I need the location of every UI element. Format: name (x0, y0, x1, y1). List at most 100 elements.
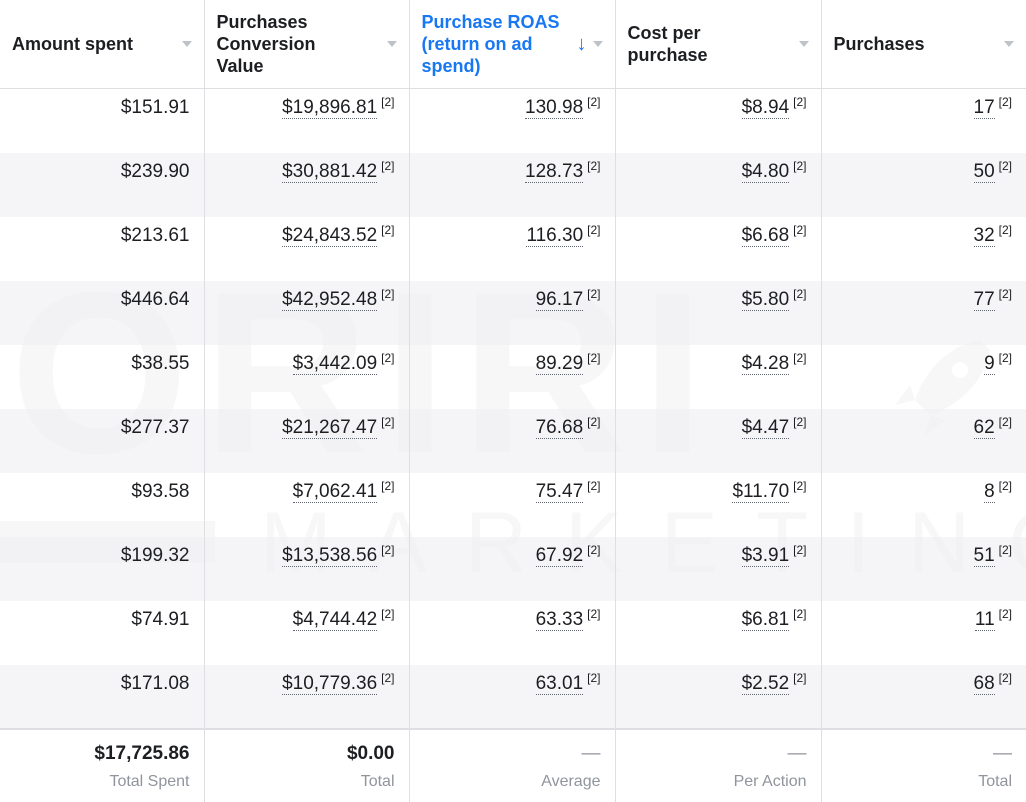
cell-cost-per-purchase-value[interactable]: $5.80 (741, 288, 790, 311)
table-row: $38.55 $3,442.09 [2] 89.29 [2] $4.28 [2] 9 [2] (0, 344, 1026, 409)
attribution-footnote: [2] (587, 606, 601, 621)
cell-roas-value[interactable]: 89.29 (535, 352, 584, 375)
cell-purchases-value[interactable]: 9 (984, 352, 995, 375)
cell-purchases-value[interactable]: 11 (974, 608, 995, 631)
cell-amount-spent-value: $171.08 (120, 672, 190, 694)
table-row: $74.91 $4,744.42 [2] 63.33 [2] $6.81 [2] 11 [2] (0, 600, 1026, 665)
cell-amount-spent: $199.32 (0, 536, 205, 601)
cell-amount-spent: $93.58 (0, 472, 205, 537)
cell-cost-per-purchase-value[interactable]: $6.81 (741, 608, 790, 631)
sort-descending-icon[interactable]: ↓ (576, 33, 587, 55)
column-header-label: Amount spent (12, 34, 133, 54)
cell-amount-spent-value: $239.90 (120, 160, 190, 182)
attribution-footnote: [2] (381, 95, 395, 109)
cell-conversion-value-value[interactable]: $4,744.42 (292, 608, 378, 631)
attribution-footnote: [2] (381, 350, 395, 365)
chevron-down-icon[interactable] (798, 41, 809, 47)
column-header-roas[interactable]: Purchase ROAS (return on ad spend) ↓ (409, 0, 616, 89)
attribution-footnote: [2] (587, 158, 601, 173)
cell-cost-per-purchase-value[interactable]: $2.52 (741, 672, 790, 695)
cell-amount-spent: $213.61 (0, 216, 205, 281)
total-cost-per-purchase: — Per Action (615, 727, 822, 802)
cell-cost-per-purchase-value[interactable]: $4.80 (741, 160, 790, 183)
cell-amount-spent-value: $446.64 (120, 288, 190, 310)
cell-roas-value[interactable]: 76.68 (535, 416, 584, 439)
cell-roas: 89.29 [2] (409, 344, 616, 409)
attribution-footnote: [2] (587, 542, 601, 557)
attribution-footnote: [2] (998, 606, 1012, 621)
cell-purchases: 51 [2] (821, 536, 1026, 601)
total-value: — (993, 742, 1012, 764)
cell-conversion-value: $4,744.42 [2] (204, 600, 410, 665)
cell-conversion-value-value[interactable]: $42,952.48 (282, 288, 378, 311)
cell-purchases: 32 [2] (821, 216, 1026, 281)
chevron-down-icon[interactable] (1004, 41, 1014, 47)
cell-conversion-value-value[interactable]: $13,538.56 (282, 544, 378, 567)
cell-roas-value[interactable]: 96.17 (535, 288, 584, 311)
total-value: $0.00 (346, 742, 395, 764)
cell-amount-spent-value: $38.55 (131, 352, 190, 374)
cell-roas-value[interactable]: 128.73 (525, 160, 584, 183)
table-row: $93.58 $7,062.41 [2] 75.47 [2] $11.70 [2] 8 [2] (0, 472, 1026, 537)
cell-purchases-value[interactable]: 62 (973, 416, 995, 439)
chevron-down-icon[interactable] (386, 41, 397, 47)
cell-purchases-value[interactable]: 50 (973, 160, 995, 183)
cell-roas-value[interactable]: 130.98 (525, 97, 584, 119)
cell-amount-spent: $151.91 (0, 88, 205, 153)
total-label: Average (541, 772, 601, 790)
cell-roas-value[interactable]: 63.01 (535, 672, 584, 695)
attribution-footnote: [2] (381, 670, 395, 685)
cell-roas-value[interactable]: 116.30 (526, 224, 584, 247)
attribution-footnote: [2] (587, 286, 601, 301)
cell-amount-spent: $277.37 (0, 408, 205, 473)
total-value: $17,725.86 (94, 742, 190, 764)
column-header-label: Cost per purchase (627, 23, 708, 65)
cell-cost-per-purchase-value[interactable]: $8.94 (741, 97, 790, 119)
cell-roas-value[interactable]: 67.92 (535, 544, 584, 567)
cell-conversion-value: $21,267.47 [2] (204, 408, 410, 473)
cell-cost-per-purchase-value[interactable]: $4.47 (741, 416, 790, 439)
cell-purchases-value[interactable]: 77 (973, 288, 995, 311)
cell-purchases: 9 [2] (821, 344, 1026, 409)
cell-amount-spent: $74.91 (0, 600, 205, 665)
cell-conversion-value-value[interactable]: $24,843.52 (282, 224, 378, 247)
cell-cost-per-purchase-value[interactable]: $11.70 (732, 480, 790, 503)
column-header-amount-spent[interactable]: Amount spent (0, 0, 205, 89)
cell-conversion-value: $30,881.42 [2] (204, 152, 410, 217)
total-value: — (787, 742, 807, 764)
cell-cost-per-purchase-value[interactable]: $6.68 (741, 224, 790, 247)
cell-conversion-value-value[interactable]: $19,896.81 (282, 97, 378, 119)
column-header-conversion-value[interactable]: Purchases Conversion Value (204, 0, 410, 89)
cell-conversion-value: $7,062.41 [2] (204, 472, 410, 537)
cell-conversion-value: $10,779.36 [2] (204, 664, 410, 729)
cell-cost-per-purchase-value[interactable]: $4.28 (741, 352, 790, 375)
cell-conversion-value-value[interactable]: $21,267.47 (282, 416, 378, 439)
cell-conversion-value-value[interactable]: $3,442.09 (292, 352, 378, 375)
cell-conversion-value: $13,538.56 [2] (204, 536, 410, 601)
total-roas: — Average (409, 727, 616, 802)
cell-conversion-value-value[interactable]: $10,779.36 (282, 672, 378, 695)
attribution-footnote: [2] (793, 95, 807, 109)
cell-cost-per-purchase-value[interactable]: $3.91 (741, 544, 790, 567)
column-header-purchases[interactable]: Purchases (821, 0, 1026, 89)
cell-purchases-value[interactable]: 51 (973, 544, 995, 567)
attribution-footnote: [2] (381, 414, 395, 429)
cell-roas: 128.73 [2] (409, 152, 616, 217)
cell-purchases-value[interactable]: 32 (973, 224, 995, 247)
cell-roas: 67.92 [2] (409, 536, 616, 601)
cell-roas-value[interactable]: 75.47 (535, 480, 584, 503)
cell-purchases-value[interactable]: 68 (973, 672, 995, 695)
cell-conversion-value-value[interactable]: $7,062.41 (292, 480, 378, 503)
cell-purchases-value[interactable]: 8 (984, 480, 995, 503)
chevron-down-icon[interactable] (592, 41, 603, 47)
attribution-footnote: [2] (998, 414, 1012, 429)
total-label: Per Action (733, 772, 807, 790)
chevron-down-icon[interactable] (181, 41, 192, 47)
cell-roas-value[interactable]: 63.33 (535, 608, 584, 631)
attribution-footnote: [2] (998, 286, 1012, 301)
cell-conversion-value-value[interactable]: $30,881.42 (282, 160, 378, 183)
column-header-cost-per-purchase[interactable]: Cost per purchase (615, 0, 822, 89)
cell-amount-spent-value: $213.61 (120, 224, 190, 246)
cell-purchases-value[interactable]: 17 (973, 97, 995, 119)
